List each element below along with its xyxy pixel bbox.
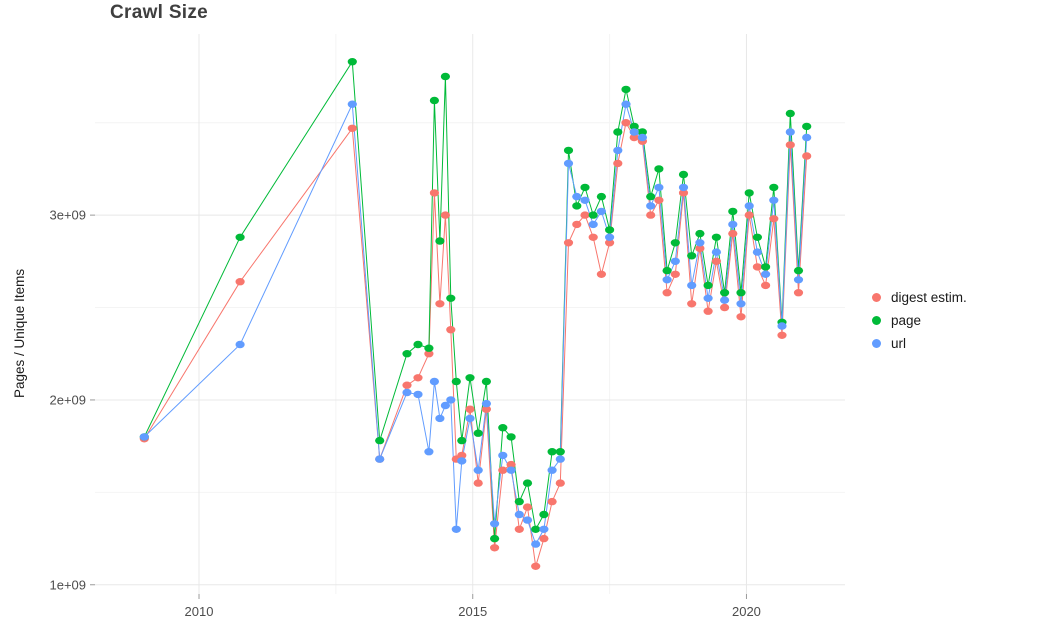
- legend-label: page: [891, 313, 922, 328]
- legend: digest estim. page url: [872, 286, 967, 355]
- legend-swatch: [872, 339, 881, 348]
- svg-text:1e+09: 1e+09: [49, 577, 86, 592]
- legend-label: digest estim.: [891, 290, 967, 305]
- legend-item-digest: digest estim.: [872, 286, 967, 309]
- legend-item-page: page: [872, 309, 967, 332]
- svg-text:2e+09: 2e+09: [49, 392, 86, 407]
- chart-title: Crawl Size: [110, 2, 209, 23]
- legend-label: url: [891, 336, 907, 351]
- legend-swatch: [872, 316, 881, 325]
- legend-swatch: [872, 293, 881, 302]
- legend-item-url: url: [872, 332, 967, 355]
- svg-text:2020: 2020: [732, 604, 761, 619]
- svg-text:3e+09: 3e+09: [49, 208, 86, 223]
- svg-text:2015: 2015: [458, 604, 487, 619]
- chart-svg: 1e+09 2e+09 3e+09 2010 2015 2020: [49, 34, 845, 619]
- svg-text:2010: 2010: [185, 604, 214, 619]
